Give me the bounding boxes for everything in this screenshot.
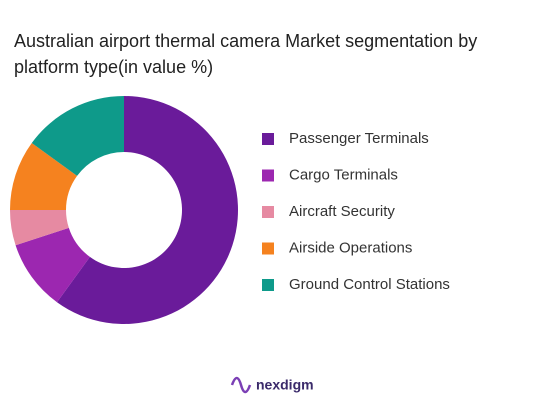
donut-segment [56, 96, 239, 324]
chart-title: Australian airport thermal camera Market… [14, 31, 478, 77]
donut-segment [31, 96, 124, 176]
legend-swatch [262, 279, 274, 291]
legend-label: Ground Control Stations [289, 276, 450, 293]
legend-label: Aircraft Security [289, 203, 395, 220]
legend-label: Airside Operations [289, 239, 412, 256]
legend-label: Cargo Terminals [289, 166, 398, 183]
donut-segment [15, 227, 90, 303]
logo-text: nexdigm [256, 377, 314, 393]
legend-swatch [262, 242, 274, 255]
logo: nexdigm [230, 376, 314, 394]
legend-swatch [262, 133, 274, 145]
legend-swatch [262, 169, 274, 182]
legend-swatch [262, 206, 274, 218]
legend-label: Passenger Terminals [289, 130, 429, 147]
logo-icon [230, 376, 252, 394]
donut-segment [10, 142, 78, 210]
donut-segment [10, 210, 69, 246]
